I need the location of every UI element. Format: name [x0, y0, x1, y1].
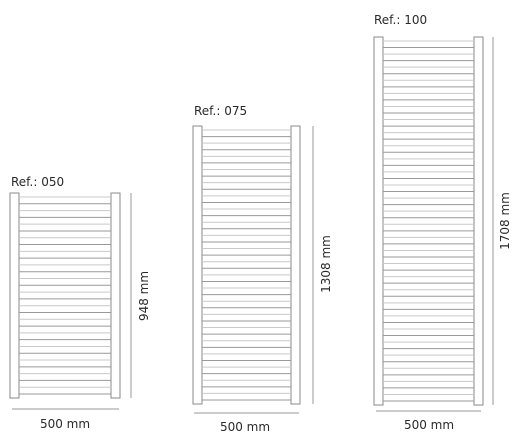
radiator-050: Ref.: 050 948 mm 500 mm	[9, 175, 151, 431]
ref-label-050: Ref.: 050	[11, 175, 64, 189]
right-rail-100	[473, 36, 484, 406]
right-rail-050	[110, 192, 121, 399]
width-label-100: 500 mm	[404, 418, 454, 432]
radiator-100: Ref.: 100 1708 mm 500 mm	[373, 13, 512, 432]
height-label-075: 1308 mm	[319, 235, 333, 293]
right-rail-075	[290, 125, 301, 405]
rung-group-075	[202, 129, 291, 401]
rung-group-100	[383, 40, 474, 402]
ref-label-075: Ref.: 075	[194, 104, 247, 118]
width-label-050: 500 mm	[40, 417, 90, 431]
width-label-075: 500 mm	[220, 420, 270, 432]
left-rail-075	[192, 125, 203, 405]
height-label-100: 1708 mm	[498, 192, 512, 250]
height-label-050: 948 mm	[137, 271, 151, 321]
rung-group-050	[19, 196, 111, 395]
ref-label-100: Ref.: 100	[374, 13, 427, 27]
left-rail-050	[9, 192, 20, 399]
radiator-075: Ref.: 075 1308 mm 500 mm	[192, 104, 333, 434]
left-rail-100	[373, 36, 384, 406]
